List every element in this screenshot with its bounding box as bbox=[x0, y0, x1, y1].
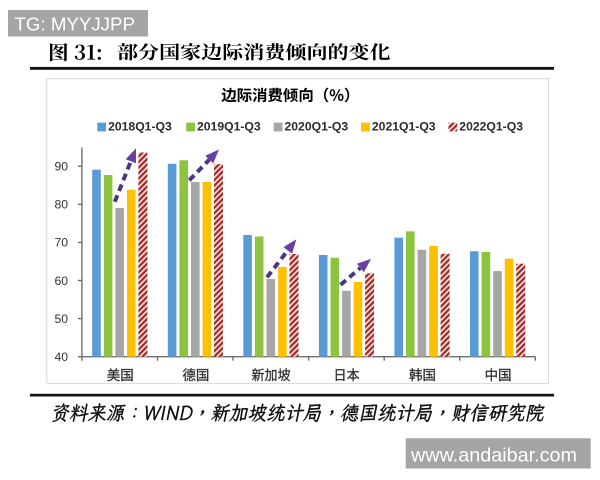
svg-text:50: 50 bbox=[54, 312, 68, 326]
svg-text:2022Q1-Q3: 2022Q1-Q3 bbox=[459, 120, 523, 134]
svg-text:2019Q1-Q3: 2019Q1-Q3 bbox=[197, 120, 261, 134]
svg-text:70: 70 bbox=[54, 236, 68, 250]
svg-text:60: 60 bbox=[54, 274, 68, 288]
svg-text:2021Q1-Q3: 2021Q1-Q3 bbox=[372, 120, 436, 134]
svg-text:TG: MYYJJPP: TG: MYYJJPP bbox=[15, 14, 135, 35]
svg-text:90: 90 bbox=[54, 160, 68, 174]
svg-text:2020Q1-Q3: 2020Q1-Q3 bbox=[285, 120, 349, 134]
svg-text:80: 80 bbox=[54, 198, 68, 212]
svg-text:www.andaibar.com: www.andaibar.com bbox=[410, 445, 577, 467]
svg-text:40: 40 bbox=[54, 350, 68, 364]
svg-text:2018Q1-Q3: 2018Q1-Q3 bbox=[108, 120, 172, 134]
